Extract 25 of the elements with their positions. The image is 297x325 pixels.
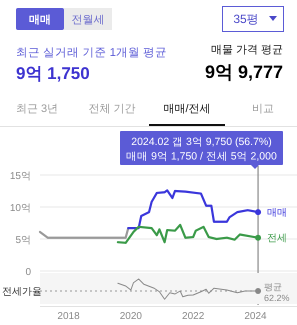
ref-line-label: 평균 62.2% [264, 282, 290, 303]
text: 전월세 [72, 14, 104, 26]
text: 전체 기간 [88, 103, 136, 115]
x-tick-label: 2024 [244, 311, 268, 322]
y-tick-label: 0 [25, 267, 32, 278]
text: 35평 [233, 12, 259, 26]
series-label: 전세 [267, 233, 288, 244]
text: 9억 9,777 [204, 62, 283, 82]
text: 최근 실거래 기준 1개월 평균 [16, 47, 168, 59]
y-axis-title: 전세가율 [2, 286, 42, 298]
y-tick-label: 15억 [10, 171, 31, 182]
series-label: 매매 [267, 208, 288, 219]
text: 매매 9억 1,750 / 전세 5억 2,000 [126, 150, 277, 162]
text: 매매 [29, 14, 51, 26]
x-tick-label: 2022 [182, 311, 205, 322]
text: 9억 1,750 [16, 64, 90, 83]
text: 2024.02 갭 3억 9,750 (56.7%) [131, 136, 272, 148]
text: 최근 3년 [16, 103, 58, 115]
x-tick-label: 2018 [57, 311, 80, 322]
text: 매물 가격 평균 [210, 44, 283, 56]
text: 매매/전세 [163, 103, 211, 115]
y-tick-label: 5억 [15, 235, 31, 246]
x-tick-label: 2020 [120, 311, 142, 322]
text: 비교 [252, 103, 274, 115]
y-tick-label: 10억 [10, 203, 31, 214]
